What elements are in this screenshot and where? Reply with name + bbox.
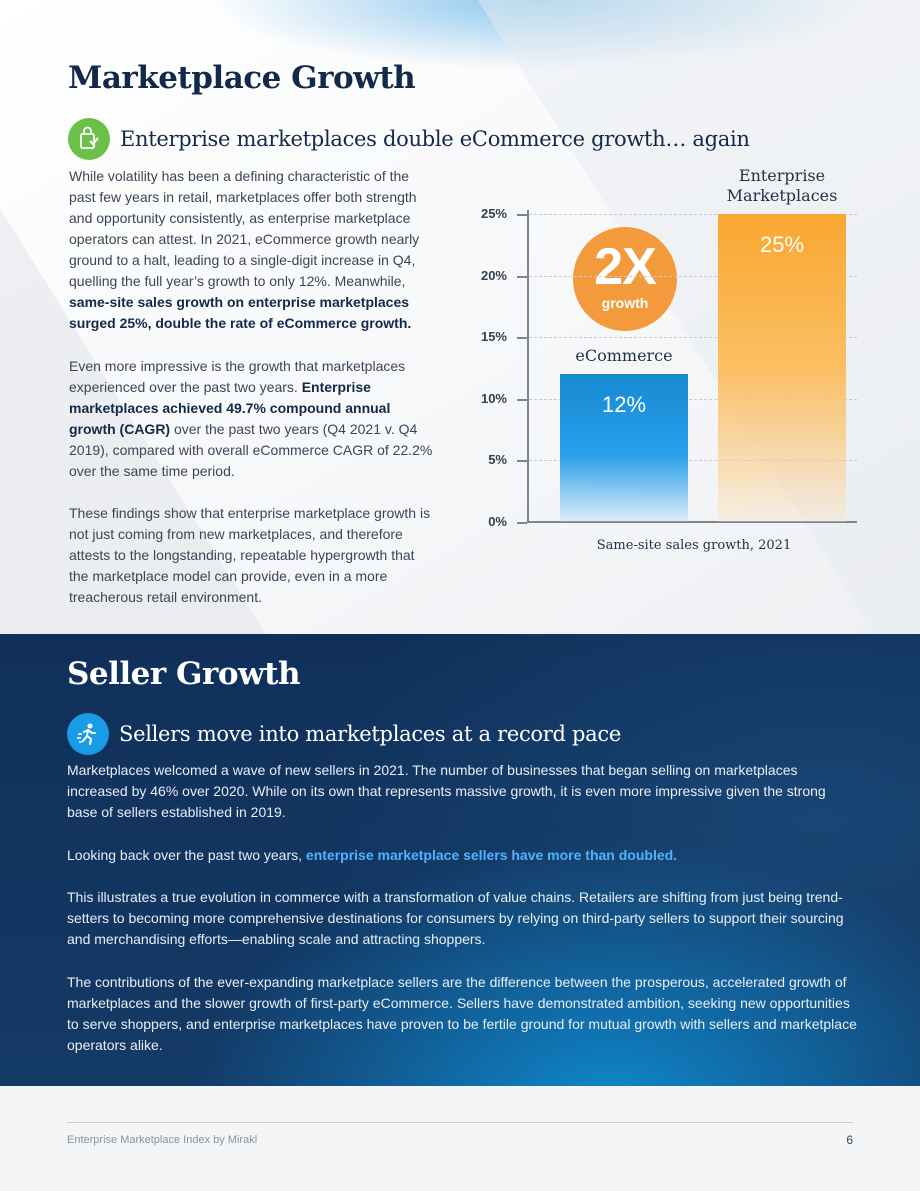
seller-paragraph-2: Looking back over the past two years, en… — [67, 845, 857, 866]
seller-growth-section: Seller Growth Sellers move into marketpl… — [0, 634, 920, 1086]
page-number: 6 — [846, 1133, 853, 1147]
marketplace-growth-title: Marketplace Growth — [68, 60, 416, 96]
grid-line — [529, 337, 857, 339]
paragraph-highlight: Enterprise marketplaces achieved 49.7% c… — [69, 379, 391, 437]
paragraph-text: Marketplaces welcomed a wave of new sell… — [67, 762, 826, 820]
y-tick-label: 20% — [480, 267, 507, 283]
chart-x-label: Same-site sales growth, 2021 — [596, 538, 792, 553]
y-tick-mark — [517, 337, 527, 340]
paragraph-highlight: same-site sales growth on enterprise mar… — [69, 294, 412, 331]
badge-multiplier-text: 2X — [594, 238, 657, 296]
marketplace-subheading: Enterprise marketplaces double eCommerce… — [68, 118, 750, 160]
growth-bar-chart: 2X growth Same-site sales growth, 2021 0… — [470, 160, 870, 560]
y-tick-mark — [517, 398, 527, 401]
bar-category-label: eCommerce — [575, 346, 673, 366]
grid-line — [529, 275, 857, 277]
seller-paragraph-4: The contributions of the ever-expanding … — [67, 972, 857, 1056]
paragraph-text: Looking back over the past two years, — [67, 847, 303, 863]
badge-label-text: growth — [601, 295, 649, 311]
seller-subtitle: Sellers move into marketplaces at a reco… — [119, 722, 621, 746]
bar-enterprise-marketplaces: 25% — [718, 214, 846, 522]
grid-line — [529, 214, 857, 215]
seller-paragraph-1: Marketplaces welcomed a wave of new sell… — [67, 760, 857, 823]
seller-paragraph-3: This illustrates a true evolution in com… — [67, 887, 857, 950]
running-person-icon — [67, 713, 109, 755]
seller-subheading: Sellers move into marketplaces at a reco… — [67, 713, 621, 755]
grid-line — [529, 460, 857, 462]
x-axis-line — [527, 521, 857, 523]
y-tick-label: 15% — [480, 329, 507, 345]
y-tick-label: 10% — [480, 390, 507, 406]
marketplace-paragraph-1: While volatility has been a defining cha… — [69, 166, 434, 334]
y-axis-line — [527, 210, 529, 523]
y-tick-label: 25% — [480, 206, 507, 221]
y-tick-mark — [517, 460, 527, 463]
marketplace-paragraph-2: Even more impressive is the growth that … — [69, 356, 435, 482]
marketplace-subtitle: Enterprise marketplaces double eCommerce… — [120, 127, 750, 151]
y-tick-label: 5% — [488, 452, 507, 468]
paragraph-text: Even more impressive is the growth that … — [69, 358, 406, 395]
growth-multiplier-badge: 2X growth — [573, 227, 677, 331]
paragraph-highlight: enterprise marketplace sellers have more… — [305, 847, 678, 863]
shopping-bag-icon — [68, 118, 110, 160]
footer-divider — [67, 1122, 853, 1123]
bar-ecommerce: 12% — [560, 374, 688, 522]
paragraph-text: These findings show that enterprise mark… — [69, 505, 431, 605]
y-tick-mark — [517, 214, 527, 216]
y-tick-mark — [517, 522, 527, 524]
paragraph-text: This illustrates a true evolution in com… — [67, 889, 844, 947]
footer-publication-title: Enterprise Marketplace Index by Mirakl — [67, 1134, 258, 1146]
paragraph-text: While volatility has been a defining cha… — [69, 168, 420, 289]
y-tick-label: 0% — [488, 514, 507, 529]
y-tick-mark — [517, 275, 527, 278]
seller-growth-title: Seller Growth — [67, 656, 301, 692]
grid-line — [529, 398, 857, 400]
paragraph-text: over the past two years (Q4 2021 v. Q4 2… — [69, 421, 433, 479]
bar-category-label: Enterprise Marketplaces — [726, 166, 838, 205]
bar-value-label: 12% — [601, 392, 647, 418]
bar-value-label: 25% — [759, 232, 805, 257]
marketplace-paragraph-3: These findings show that enterprise mark… — [69, 503, 431, 608]
paragraph-text: The contributions of the ever-expanding … — [67, 974, 857, 1053]
